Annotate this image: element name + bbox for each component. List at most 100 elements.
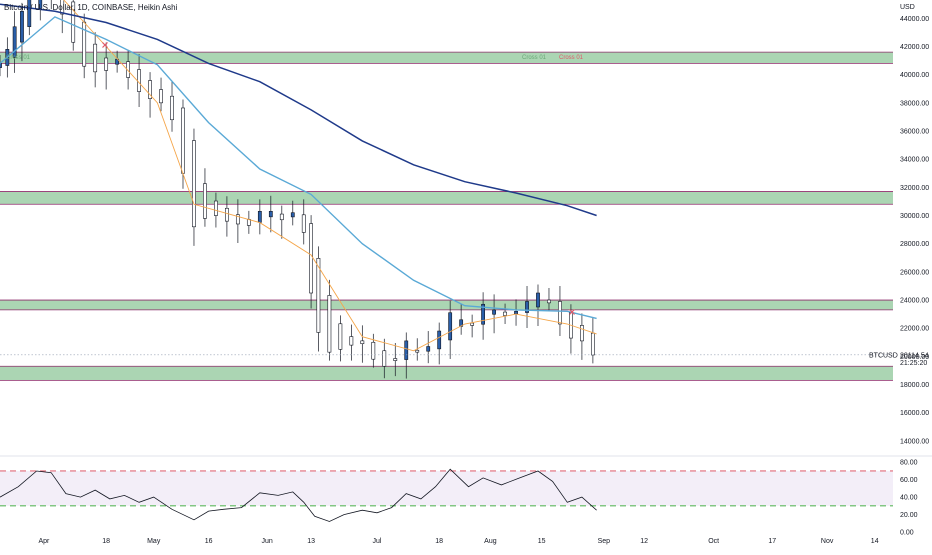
time-tick-label: 17 — [768, 538, 776, 545]
candle-body[interactable] — [38, 0, 43, 9]
ma-fast-line — [63, 0, 597, 352]
candle-body[interactable] — [514, 311, 518, 315]
candle-body[interactable] — [235, 214, 240, 225]
symbol-label: BTCUSD — [869, 352, 898, 359]
candle-body[interactable] — [71, 1, 76, 43]
cross-marker-icon — [569, 309, 575, 315]
candle-body[interactable] — [60, 0, 65, 15]
candle-body[interactable] — [214, 200, 218, 216]
time-tick-label: May — [147, 538, 161, 545]
price-tick-label: 42000.00 — [900, 44, 929, 51]
candle-body[interactable] — [309, 223, 313, 294]
time-tick-label: 12 — [640, 538, 648, 545]
candle-body[interactable] — [12, 26, 17, 58]
time-tick-label: 18 — [435, 538, 443, 545]
candle-body[interactable] — [580, 325, 584, 342]
candle-body[interactable] — [104, 57, 109, 71]
candle-body[interactable] — [0, 63, 2, 68]
candle-body[interactable] — [203, 183, 207, 219]
candle-body[interactable] — [426, 346, 431, 352]
time-tick-label: Oct — [708, 538, 719, 545]
candle-body[interactable] — [225, 207, 229, 222]
candle-body[interactable] — [268, 211, 273, 218]
price-tick-label: 44000.00 — [900, 16, 929, 23]
candle-body[interactable] — [393, 358, 398, 361]
candle-body[interactable] — [481, 303, 485, 325]
candle-body[interactable] — [590, 332, 595, 356]
rsi-tick-label: 0.00 — [900, 530, 914, 537]
candle-body[interactable] — [126, 61, 130, 78]
candle-body[interactable] — [470, 322, 475, 326]
rsi-tick-label: 60.00 — [900, 477, 918, 484]
price-tick-label: 24000.00 — [900, 298, 929, 305]
candle-body[interactable] — [492, 309, 496, 315]
candle-body[interactable] — [181, 107, 185, 174]
cross-marker-icon — [102, 42, 108, 48]
candle-body[interactable] — [503, 311, 507, 316]
candle-body[interactable] — [137, 69, 141, 92]
price-tick-label: 34000.00 — [900, 157, 929, 164]
support-zone — [0, 366, 893, 381]
candle-body[interactable] — [159, 89, 163, 104]
price-tick-label: 32000.00 — [900, 185, 929, 192]
candle-body[interactable] — [437, 330, 442, 350]
time-tick-label: Jun — [262, 538, 273, 545]
candle-body[interactable] — [316, 258, 321, 333]
price-tick-label: 30000.00 — [900, 213, 929, 220]
price-tick-label: 14000.00 — [900, 438, 929, 445]
candle-body[interactable] — [327, 295, 332, 353]
cross-label-right: Cross 01 — [559, 55, 584, 61]
cross-label-mid: Cross 01 — [522, 55, 547, 61]
candle-body[interactable] — [279, 213, 284, 221]
time-tick-label: 18 — [102, 538, 110, 545]
candle-body[interactable] — [448, 312, 453, 341]
candle-body[interactable] — [301, 214, 306, 233]
ma-mid-line — [0, 16, 597, 320]
candle-body[interactable] — [170, 95, 174, 121]
candle-body[interactable] — [148, 80, 152, 99]
countdown-label: 21:25:20 — [900, 360, 927, 367]
price-unit-label: USD — [900, 4, 915, 11]
support-zone — [0, 191, 893, 205]
candle-body[interactable] — [349, 336, 354, 346]
candle-body[interactable] — [257, 211, 262, 223]
candle-body[interactable] — [525, 301, 529, 313]
price-tick-label: 22000.00 — [900, 326, 929, 333]
time-tick-label: Jul — [372, 538, 381, 545]
price-tick-label: 28000.00 — [900, 241, 929, 248]
candle-body[interactable] — [290, 212, 295, 218]
ma-slow-line — [0, 3, 597, 217]
price-tick-label: 16000.00 — [900, 410, 929, 417]
candle-body[interactable] — [382, 350, 387, 367]
candle-body[interactable] — [558, 301, 562, 325]
rsi-tick-label: 20.00 — [900, 512, 918, 519]
candle-body[interactable] — [338, 323, 343, 350]
time-tick-label: 15 — [538, 538, 546, 545]
candle-body[interactable] — [192, 140, 196, 228]
candle-body[interactable] — [20, 10, 24, 43]
time-tick-label: 16 — [205, 538, 213, 545]
time-tick-label: Apr — [38, 538, 50, 545]
candle-body[interactable] — [536, 292, 540, 308]
support-zone — [0, 300, 893, 310]
price-tick-label: 18000.00 — [900, 382, 929, 389]
time-tick-label: 13 — [307, 538, 315, 545]
price-tick-label: 36000.00 — [900, 129, 929, 136]
last-price-label: 20114.54 — [900, 352, 929, 359]
candle-body[interactable] — [371, 341, 376, 360]
price-tick-label: 38000.00 — [900, 100, 929, 107]
candle-body[interactable] — [404, 340, 409, 360]
chart-title: Bitcoin / U.S. Dollar, 1D, COINBASE, Hei… — [4, 3, 178, 12]
candle-body[interactable] — [547, 299, 551, 304]
rsi-tick-label: 80.00 — [900, 460, 918, 467]
candle-body[interactable] — [93, 43, 98, 73]
candle-body[interactable] — [360, 340, 365, 345]
price-tick-label: 40000.00 — [900, 72, 929, 79]
price-tick-label: 26000.00 — [900, 269, 929, 276]
candle-body[interactable] — [415, 349, 420, 353]
price-tick-label: 20000.00 — [900, 354, 929, 361]
rsi-band — [0, 470, 893, 506]
